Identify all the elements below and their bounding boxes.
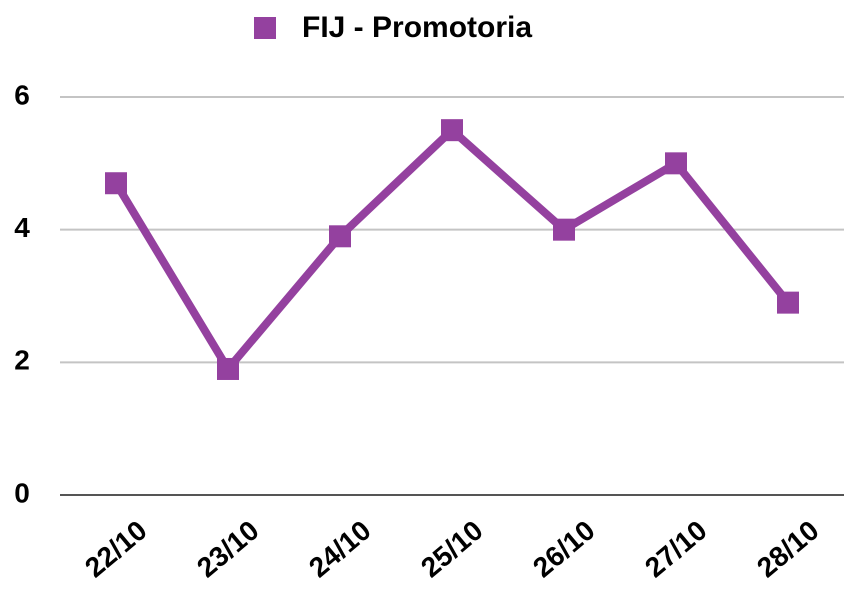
y-tick-label: 2 xyxy=(14,345,30,376)
point-marker xyxy=(665,152,687,175)
x-tick-label: 28/10 xyxy=(751,515,825,584)
legend-swatch xyxy=(254,17,276,39)
y-tick-label: 6 xyxy=(14,79,30,110)
point-marker xyxy=(441,119,463,142)
x-tick-label: 22/10 xyxy=(79,515,153,584)
x-tick-label: 25/10 xyxy=(415,515,489,584)
legend-label: FIJ - Promotoria xyxy=(302,11,532,44)
x-tick-label: 23/10 xyxy=(191,515,265,584)
point-marker xyxy=(777,291,799,314)
point-marker xyxy=(105,172,127,195)
series-line xyxy=(112,126,792,373)
x-tick-label: 24/10 xyxy=(303,515,377,584)
y-tick-label: 4 xyxy=(14,212,30,243)
point-marker xyxy=(329,225,351,248)
point-marker xyxy=(553,218,575,241)
x-tick-label: 26/10 xyxy=(527,515,601,584)
y-tick-label: 0 xyxy=(14,477,30,508)
x-tick-label: 27/10 xyxy=(639,515,713,584)
point-marker xyxy=(217,357,239,380)
